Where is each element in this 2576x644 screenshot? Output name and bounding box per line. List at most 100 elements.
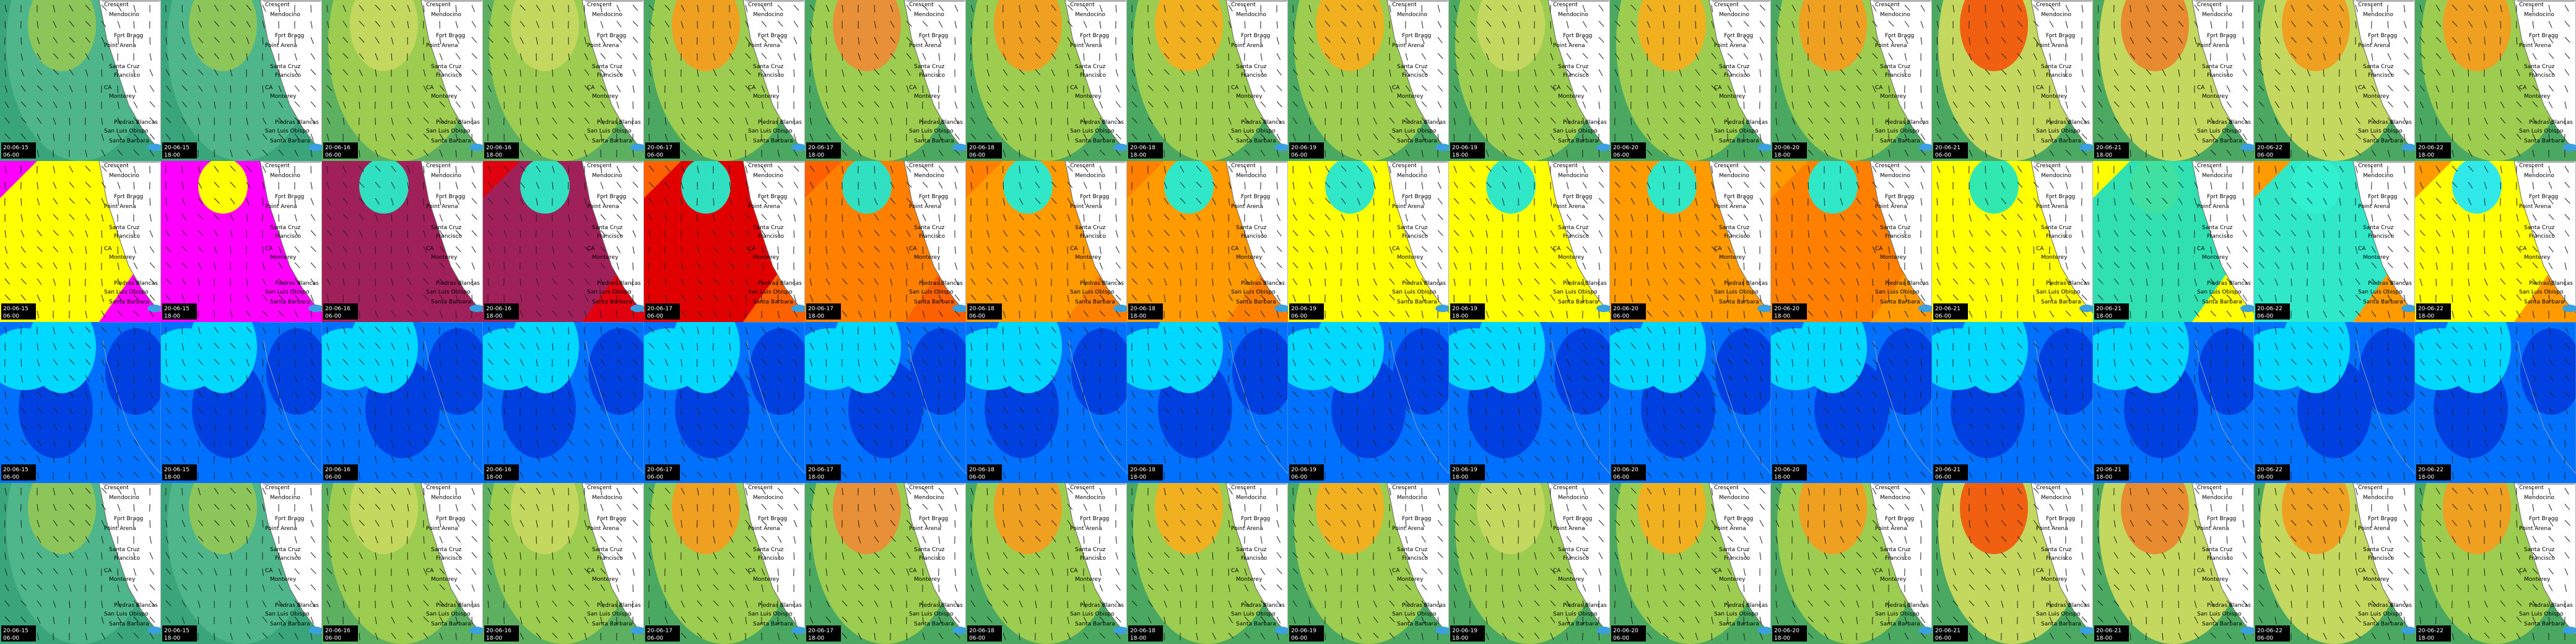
wind-arrow [1276, 69, 1282, 76]
wind-arrow [1534, 536, 1536, 544]
wind-arrow [294, 230, 299, 237]
wind-arrow [262, 278, 267, 285]
wind-arrow [954, 262, 958, 270]
wind-arrow [1051, 520, 1057, 526]
wind-arrow [69, 69, 74, 76]
wind-arrow [375, 214, 378, 222]
wind-arrow [906, 165, 912, 173]
wind-arrow [1051, 85, 1054, 93]
wind-arrow [842, 375, 843, 383]
wind-arrow [1421, 214, 1426, 221]
place-label: Santa Cruz [914, 64, 945, 70]
wind-arrow [294, 439, 300, 446]
wind-arrow [487, 230, 493, 237]
wind-arrow [745, 568, 751, 575]
wind-arrow [1099, 503, 1102, 511]
wind-arrow [1164, 455, 1166, 463]
wind-arrow [1453, 407, 1459, 414]
place-label: Piedras Blancas [1402, 120, 1446, 126]
wind-arrow [616, 487, 620, 495]
wind-arrow [1453, 20, 1458, 28]
wind-arrow [1550, 246, 1556, 253]
wind-arrow [745, 198, 751, 205]
field-blob [1316, 483, 1384, 554]
wind-arrow [1437, 85, 1443, 92]
land [1386, 0, 1449, 152]
date-box [323, 142, 358, 159]
wind-arrow [616, 230, 622, 237]
wind-arrow [938, 600, 941, 608]
date-label: 20-06-19 [1291, 306, 1316, 312]
wind-arrow [149, 133, 155, 140]
wind-arrow [906, 181, 912, 188]
wind-arrow [584, 600, 590, 607]
place-label: Monterey [592, 255, 619, 261]
wind-arrow [1276, 310, 1279, 318]
wind-arrow [922, 536, 926, 544]
place-label: Francisco [114, 233, 141, 240]
wind-arrow [1035, 391, 1041, 398]
wind-arrow [1308, 487, 1312, 495]
wind-arrow [552, 407, 555, 415]
wind-arrow [632, 85, 635, 93]
time-label: 06-00 [647, 152, 663, 159]
wind-arrow [922, 310, 926, 318]
wind-arrow [133, 310, 139, 317]
wind-arrow [4, 407, 8, 415]
wind-arrow [214, 584, 216, 592]
wind-arrow [391, 37, 394, 45]
land [581, 0, 644, 152]
wind-arrow [487, 536, 494, 542]
wind-arrow [1437, 278, 1440, 286]
wind-arrow [198, 423, 202, 431]
place-label: San Luis Obispo [426, 289, 471, 295]
wind-arrow [568, 391, 572, 399]
wind-arrow [1663, 69, 1664, 77]
time-label: 18-00 [486, 152, 502, 159]
wind-arrow [632, 165, 638, 172]
wind-arrow [375, 310, 378, 318]
wind-arrow [278, 584, 284, 591]
wind-arrow [439, 101, 445, 107]
place-label: San Luis Obispo [1392, 128, 1437, 134]
date-label: 20-06-18 [969, 628, 994, 634]
wind-arrow [1019, 375, 1024, 381]
wind-arrow [85, 310, 87, 318]
wind-arrow [632, 20, 638, 27]
wind-arrow [1019, 359, 1024, 366]
wind-arrow [986, 101, 992, 108]
wind-arrow [777, 536, 782, 543]
wind-arrow [294, 149, 298, 157]
date-label: 20-06-15 [3, 467, 28, 473]
wind-arrow [1663, 310, 1669, 316]
wind-arrow [600, 342, 604, 350]
place-label: Piedras Blancas [436, 603, 480, 609]
place-label: Santa Barbara [1558, 299, 1598, 305]
date-label: 20-06-18 [1130, 467, 1155, 473]
wind-arrow [37, 278, 42, 285]
wind-arrow [648, 20, 655, 27]
wind-arrow [600, 600, 604, 608]
wind-arrow [954, 117, 959, 124]
wind-arrow [970, 439, 976, 446]
wind-arrow [906, 101, 908, 109]
wind-arrow [1292, 391, 1299, 398]
wind-arrow [37, 455, 41, 463]
wind-arrow [69, 375, 75, 381]
wind-arrow [584, 407, 590, 414]
wind-arrow [165, 568, 171, 575]
wind-arrow [1147, 246, 1154, 253]
wind-arrow [471, 53, 477, 59]
wind-arrow [1582, 520, 1588, 526]
wind-arrow [1341, 326, 1347, 333]
wind-arrow [1035, 407, 1040, 414]
wind-arrow [359, 20, 365, 27]
wind-arrow [874, 375, 879, 382]
wind-arrow [53, 487, 56, 495]
wind-arrow [1260, 310, 1265, 318]
wind-arrow [1051, 632, 1053, 640]
wind-arrow [181, 262, 188, 269]
